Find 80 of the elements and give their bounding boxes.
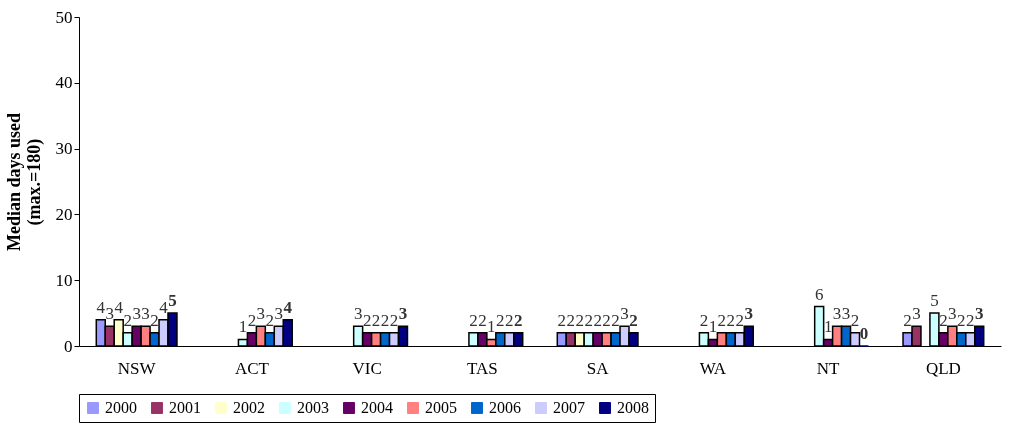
- data-label: 1: [487, 317, 496, 337]
- x-tick-label: QLD: [925, 358, 961, 378]
- data-label: 5: [930, 291, 939, 311]
- legend-label: 2007: [553, 399, 585, 416]
- data-label: 2: [150, 310, 159, 330]
- legend-label: 2005: [425, 399, 457, 416]
- data-label: 1: [823, 317, 833, 337]
- data-label: 2: [389, 310, 399, 330]
- data-label: 6: [814, 284, 824, 304]
- data-label: 3: [832, 304, 842, 324]
- y-tick-label: 0: [64, 336, 73, 356]
- data-label: 2: [247, 310, 257, 330]
- y-tick-label: 40: [55, 73, 73, 93]
- data-label: 4: [159, 297, 169, 317]
- data-label: 2: [566, 310, 575, 330]
- data-label: 3: [948, 304, 957, 324]
- data-label: 2: [123, 310, 132, 330]
- legend-label: 2006: [489, 399, 521, 416]
- data-label: 2: [611, 310, 620, 330]
- data-label: 2: [593, 310, 602, 330]
- x-tick-label: WA: [699, 358, 727, 378]
- data-label: 2: [735, 310, 745, 330]
- data-label: 3: [398, 304, 408, 324]
- x-tick-label: VIC: [352, 358, 382, 378]
- legend-label: 2002: [233, 399, 265, 416]
- data-label: 2: [496, 310, 505, 330]
- data-label: 2: [939, 310, 948, 330]
- x-tick-label: NSW: [117, 358, 157, 378]
- data-label: 2: [362, 310, 372, 330]
- data-label: 2: [478, 310, 487, 330]
- legend-label: 2008: [617, 399, 649, 416]
- data-label: 2: [629, 310, 638, 330]
- legend-label: 2004: [361, 399, 393, 416]
- data-label: 3: [132, 304, 141, 324]
- y-tick-label: 20: [55, 204, 73, 224]
- data-label: 4: [114, 297, 124, 317]
- x-tick-label: SA: [586, 358, 610, 378]
- y-tick-label: 50: [55, 7, 73, 27]
- legend-label: 2000: [105, 399, 137, 416]
- data-label: 3: [105, 304, 114, 324]
- data-label: 2: [699, 310, 709, 330]
- data-label: 0: [859, 324, 869, 343]
- data-label: 4: [283, 297, 293, 317]
- data-label: 5: [168, 291, 177, 311]
- data-label: 1: [238, 317, 248, 337]
- data-label: 2: [513, 310, 523, 330]
- data-label: 2: [957, 310, 966, 330]
- data-label: 2: [469, 310, 478, 330]
- data-label: 3: [974, 304, 984, 324]
- legend-label: 2001: [169, 399, 201, 416]
- x-tick-label: ACT: [234, 358, 270, 378]
- data-label: 2: [903, 310, 912, 330]
- y-axis-title: Median days used (max.=180): [3, 112, 45, 252]
- data-label: 2: [584, 310, 593, 330]
- data-label: 1: [708, 317, 718, 337]
- data-label: 2: [717, 310, 727, 330]
- data-label: 2: [505, 310, 514, 330]
- data-label: 3: [353, 304, 363, 324]
- y-tick-label: 10: [55, 270, 73, 290]
- data-label: 3: [256, 304, 266, 324]
- y-tick-label: 30: [55, 139, 73, 159]
- data-label: 2: [850, 310, 860, 330]
- x-tick-label: TAS: [466, 358, 498, 378]
- data-label: 3: [141, 304, 150, 324]
- x-tick-label: NT: [816, 358, 841, 378]
- data-label: 2: [726, 310, 736, 330]
- data-label: 2: [966, 310, 975, 330]
- data-label: 3: [274, 304, 284, 324]
- data-label: 4: [96, 297, 106, 317]
- data-label: 3: [744, 304, 753, 324]
- data-label: 3: [912, 304, 921, 324]
- data-label: 3: [841, 304, 851, 324]
- data-label: 2: [602, 310, 611, 330]
- data-label: 3: [620, 304, 629, 324]
- data-label: 2: [380, 310, 390, 330]
- data-label: 2: [265, 310, 275, 330]
- data-label: 2: [575, 310, 584, 330]
- data-label: 2: [371, 310, 381, 330]
- data-label: 2: [557, 310, 567, 330]
- legend-label: 2003: [297, 399, 329, 416]
